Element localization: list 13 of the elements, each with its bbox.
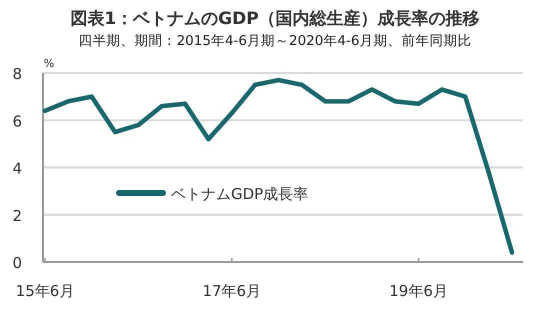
chart-title: 図表1：ベトナムのGDP（国内総生産）成長率の推移	[70, 9, 480, 29]
chart-subtitle: 四半期、期間：2015年4-6月期～2020年4-6月期、前年同期比	[78, 33, 472, 49]
x-tick-label: 19年6月	[389, 282, 448, 300]
y-tick-label: 6	[12, 112, 22, 130]
y-axis-title: %	[44, 57, 54, 70]
y-tick-label: 4	[12, 160, 22, 178]
y-tick-label: 0	[12, 254, 22, 272]
line-series	[42, 78, 514, 255]
y-tick-label: 8	[12, 65, 22, 83]
x-tick-label: 15年6月	[16, 282, 74, 300]
x-tick-label: 17年6月	[202, 282, 262, 300]
legend-label: ベトナムGDP成長率	[171, 185, 308, 203]
y-tick-label: 2	[12, 206, 22, 225]
